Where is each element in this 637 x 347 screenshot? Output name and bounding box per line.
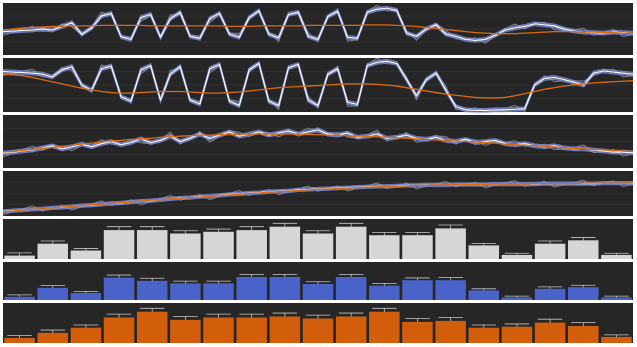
bar bbox=[103, 230, 135, 259]
bar bbox=[236, 230, 267, 259]
bar bbox=[435, 320, 466, 343]
bar bbox=[501, 254, 533, 259]
trend-line bbox=[2, 133, 634, 153]
bar bbox=[70, 250, 102, 259]
bar bbox=[170, 319, 201, 343]
bar bbox=[70, 292, 102, 300]
bar bbox=[402, 280, 433, 300]
bar bbox=[136, 311, 168, 343]
bar bbox=[601, 254, 632, 259]
bar bbox=[4, 337, 35, 343]
bar bbox=[335, 226, 367, 259]
bar bbox=[534, 288, 566, 300]
smoothed-signal-line bbox=[2, 129, 634, 154]
signal-band-lower bbox=[2, 8, 634, 43]
bar bbox=[70, 327, 102, 343]
bar bbox=[369, 235, 400, 259]
signal-band-upper bbox=[2, 127, 634, 153]
signal-band-lower bbox=[2, 62, 634, 113]
bar bbox=[4, 255, 35, 259]
bar bbox=[236, 317, 267, 343]
panel-bars-gray bbox=[3, 219, 633, 259]
bar bbox=[501, 297, 533, 300]
bar bbox=[468, 245, 500, 259]
bar bbox=[269, 276, 301, 300]
bar bbox=[170, 283, 201, 300]
panel-signal-3 bbox=[2, 115, 634, 168]
bar bbox=[568, 287, 599, 300]
bar bbox=[534, 243, 566, 259]
bar bbox=[534, 322, 566, 343]
bar bbox=[568, 326, 599, 343]
bar bbox=[568, 240, 599, 259]
panel-bars-orange bbox=[3, 303, 633, 343]
smoothed-signal-line bbox=[2, 60, 634, 111]
bar bbox=[302, 318, 334, 343]
bar bbox=[601, 297, 632, 300]
bar bbox=[302, 233, 334, 259]
bar bbox=[236, 276, 267, 300]
bar bbox=[302, 284, 334, 300]
bar bbox=[468, 327, 500, 343]
trend-line bbox=[2, 24, 633, 35]
bar bbox=[37, 332, 68, 343]
bar bbox=[103, 317, 135, 343]
panel-signal-4 bbox=[2, 171, 634, 216]
bar bbox=[468, 290, 500, 300]
bar bbox=[335, 276, 367, 300]
bar bbox=[103, 277, 135, 300]
signal-band-lower bbox=[2, 183, 633, 214]
panel-signal-1 bbox=[2, 3, 634, 55]
bar bbox=[269, 226, 301, 259]
bar bbox=[402, 235, 433, 259]
panel-bars-blue bbox=[3, 262, 633, 300]
bar bbox=[203, 231, 234, 259]
bar bbox=[335, 316, 367, 343]
bar bbox=[601, 336, 632, 343]
bar bbox=[369, 311, 400, 343]
bar bbox=[136, 230, 168, 259]
bar bbox=[501, 326, 533, 343]
bar bbox=[369, 285, 400, 300]
bar bbox=[435, 228, 466, 259]
bar bbox=[136, 280, 168, 300]
bar bbox=[203, 317, 234, 343]
signal-band-upper bbox=[2, 5, 634, 40]
bar bbox=[269, 316, 301, 343]
bar bbox=[170, 233, 201, 259]
bar bbox=[4, 296, 35, 300]
signal-band-upper bbox=[2, 181, 633, 211]
trend-line bbox=[2, 73, 634, 99]
smoothed-signal-line bbox=[2, 7, 634, 42]
bar bbox=[37, 287, 68, 300]
trend-line bbox=[2, 182, 634, 213]
bar bbox=[203, 283, 234, 300]
bar bbox=[435, 280, 466, 300]
bar bbox=[402, 321, 433, 343]
panel-signal-2 bbox=[2, 57, 634, 113]
bar bbox=[37, 243, 68, 259]
